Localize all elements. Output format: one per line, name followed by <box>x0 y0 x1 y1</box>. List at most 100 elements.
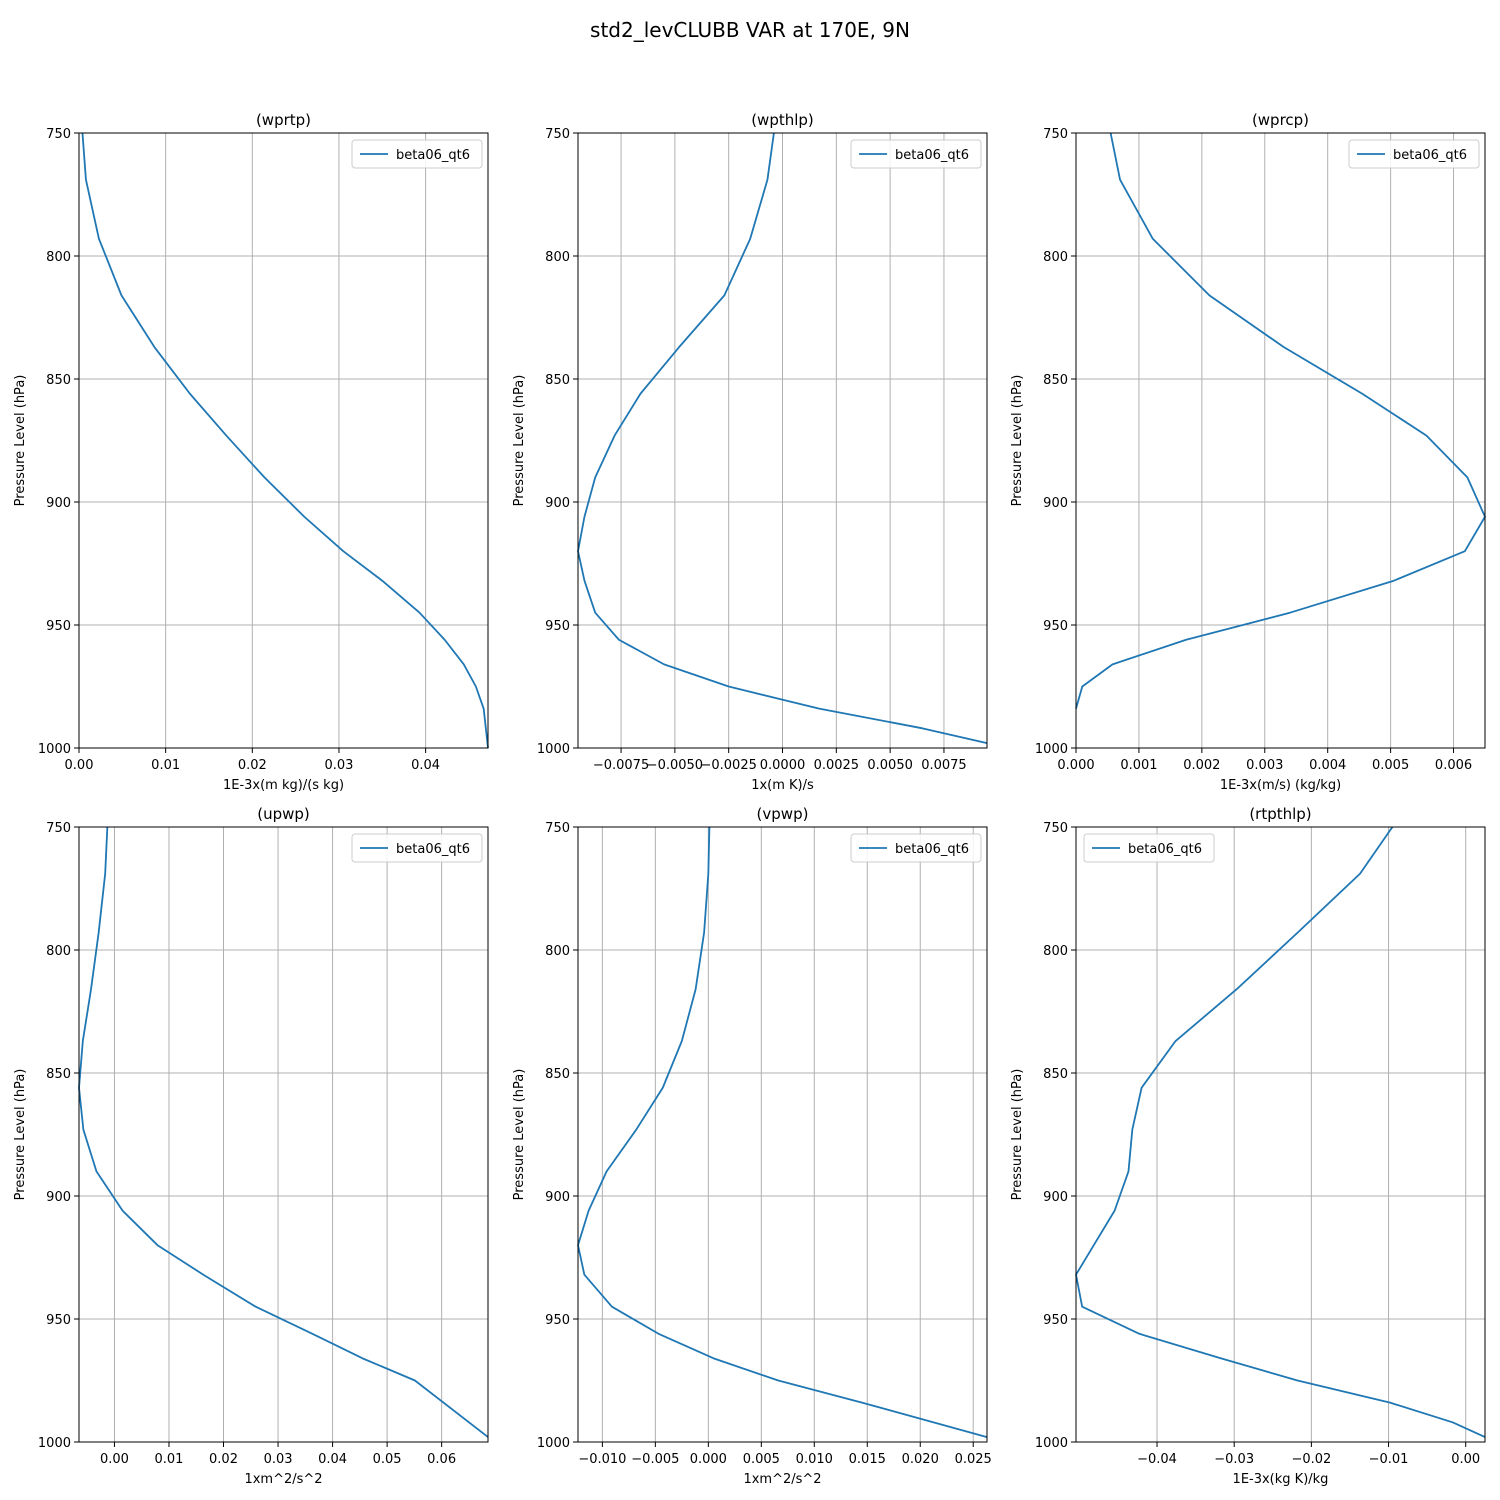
x-tick-label: 0.000 <box>1057 758 1094 773</box>
series-line-beta06_qt6 <box>78 826 489 1438</box>
y-tick-label: 900 <box>46 496 71 511</box>
legend-label: beta06_qt6 <box>1393 148 1467 163</box>
y-tick-label: 900 <box>1043 1190 1068 1205</box>
legend-label: beta06_qt6 <box>1128 842 1202 857</box>
legend-label: beta06_qt6 <box>895 148 969 163</box>
panel-title: (wprtp) <box>256 111 311 129</box>
x-tick-label: 0.01 <box>155 1452 184 1467</box>
x-tick-label: −0.0050 <box>647 758 703 773</box>
y-tick-label: 950 <box>46 1313 71 1328</box>
x-tick-label: 0.0000 <box>760 758 806 773</box>
plot-frame <box>1075 132 1486 749</box>
legend-box <box>1083 833 1215 863</box>
x-tick-label: 0.02 <box>238 758 267 773</box>
y-tick-label: 950 <box>1043 619 1068 634</box>
legend: beta06_qt6 <box>351 833 483 863</box>
y-tick-label: 750 <box>545 127 570 142</box>
legend-box <box>850 833 982 863</box>
legend-label: beta06_qt6 <box>895 842 969 857</box>
panel-title: (rtpthlp) <box>1249 805 1311 823</box>
legend-box <box>1348 139 1480 169</box>
panel-title: (wpthlp) <box>751 111 814 129</box>
y-tick-label: 750 <box>1043 127 1068 142</box>
y-tick-label: 950 <box>545 619 570 634</box>
y-tick-label: 800 <box>1043 944 1068 959</box>
x-tick-label: 0.06 <box>427 1452 456 1467</box>
y-tick-label: 900 <box>1043 496 1068 511</box>
y-tick-label: 800 <box>1043 250 1068 265</box>
legend-box <box>850 139 982 169</box>
x-tick-label: −0.04 <box>1137 1452 1177 1467</box>
x-axis-label: 1xm^2/s^2 <box>743 1472 821 1487</box>
grid <box>578 826 987 1443</box>
y-tick-label: 1000 <box>38 1436 71 1451</box>
y-tick-label: 850 <box>46 1067 71 1082</box>
y-axis-label: Pressure Level (hPa) <box>1010 375 1025 507</box>
figure-title: std2_levCLUBB VAR at 170E, 9N <box>590 18 910 42</box>
y-tick-label: 750 <box>46 127 71 142</box>
legend: beta06_qt6 <box>850 833 982 863</box>
y-tick-label: 900 <box>545 1190 570 1205</box>
x-tick-label: 0.0075 <box>921 758 967 773</box>
y-tick-label: 950 <box>1043 1313 1068 1328</box>
x-tick-label: 0.004 <box>1309 758 1346 773</box>
x-tick-label: −0.03 <box>1214 1452 1254 1467</box>
panel-title: (wprcp) <box>1252 111 1309 129</box>
y-tick-label: 1000 <box>1035 742 1068 757</box>
panel-title: (vpwp) <box>757 805 809 823</box>
y-axis-label: Pressure Level (hPa) <box>1010 1069 1025 1201</box>
y-axis-label: Pressure Level (hPa) <box>512 1069 527 1201</box>
x-tick-label: −0.010 <box>578 1452 626 1467</box>
y-tick-label: 850 <box>545 373 570 388</box>
panel-wpthlp: −0.0075−0.0050−0.0025 0.0000 0.0025 0.0050 0… <box>512 111 988 793</box>
y-tick-label: 1000 <box>38 742 71 757</box>
y-tick-label: 850 <box>545 1067 570 1082</box>
x-tick-label: 0.020 <box>902 1452 939 1467</box>
y-axis-label: Pressure Level (hPa) <box>13 1069 28 1201</box>
x-tick-label: 0.002 <box>1183 758 1220 773</box>
y-tick-label: 1000 <box>537 742 570 757</box>
y-axis-label: Pressure Level (hPa) <box>512 375 527 507</box>
x-axis-label: 1E-3x(m kg)/(s kg) <box>223 778 344 793</box>
x-tick-label: 0.010 <box>796 1452 833 1467</box>
x-tick-label: −0.0075 <box>593 758 649 773</box>
x-tick-label: 0.00 <box>1451 1452 1480 1467</box>
series-line-beta06_qt6 <box>1075 826 1486 1438</box>
series-line-beta06_qt6 <box>577 132 988 744</box>
subplot-grid: 0.00 0.01 0.02 0.03 0.04 750 800 850 900 950 1000 (… <box>13 111 1486 1487</box>
x-tick-label: −0.0025 <box>700 758 756 773</box>
x-tick-label: 0.005 <box>1372 758 1409 773</box>
y-tick-label: 800 <box>46 944 71 959</box>
x-tick-label: 0.015 <box>849 1452 886 1467</box>
x-tick-label: 0.03 <box>264 1452 293 1467</box>
y-tick-label: 750 <box>1043 821 1068 836</box>
y-tick-label: 900 <box>545 496 570 511</box>
x-tick-label: 0.001 <box>1120 758 1157 773</box>
x-tick-label: 0.05 <box>373 1452 402 1467</box>
y-tick-label: 750 <box>545 821 570 836</box>
x-tick-label: 0.025 <box>955 1452 992 1467</box>
y-tick-label: 750 <box>46 821 71 836</box>
x-tick-label: 0.0050 <box>867 758 913 773</box>
y-axis-label: Pressure Level (hPa) <box>13 375 28 507</box>
x-tick-label: 0.02 <box>209 1452 238 1467</box>
legend: beta06_qt6 <box>351 139 483 169</box>
x-tick-label: 0.04 <box>411 758 440 773</box>
plot-frame <box>577 826 988 1443</box>
x-tick-label: 0.000 <box>690 1452 727 1467</box>
y-tick-label: 950 <box>46 619 71 634</box>
plot-frame <box>78 826 489 1443</box>
panel-vpwp: −0.010 −0.005 0.000 0.005 0.010 0.015 0.020 0.0… <box>512 805 992 1487</box>
x-tick-label: −0.01 <box>1369 1452 1409 1467</box>
y-tick-label: 900 <box>46 1190 71 1205</box>
y-tick-label: 800 <box>545 250 570 265</box>
y-tick-label: 1000 <box>1035 1436 1068 1451</box>
plot-frame <box>78 132 489 749</box>
x-tick-label: 0.01 <box>151 758 180 773</box>
x-tick-label: 0.003 <box>1246 758 1283 773</box>
series-line-beta06_qt6 <box>1075 132 1486 709</box>
legend-label: beta06_qt6 <box>396 842 470 857</box>
x-axis-label: 1xm^2/s^2 <box>244 1472 322 1487</box>
